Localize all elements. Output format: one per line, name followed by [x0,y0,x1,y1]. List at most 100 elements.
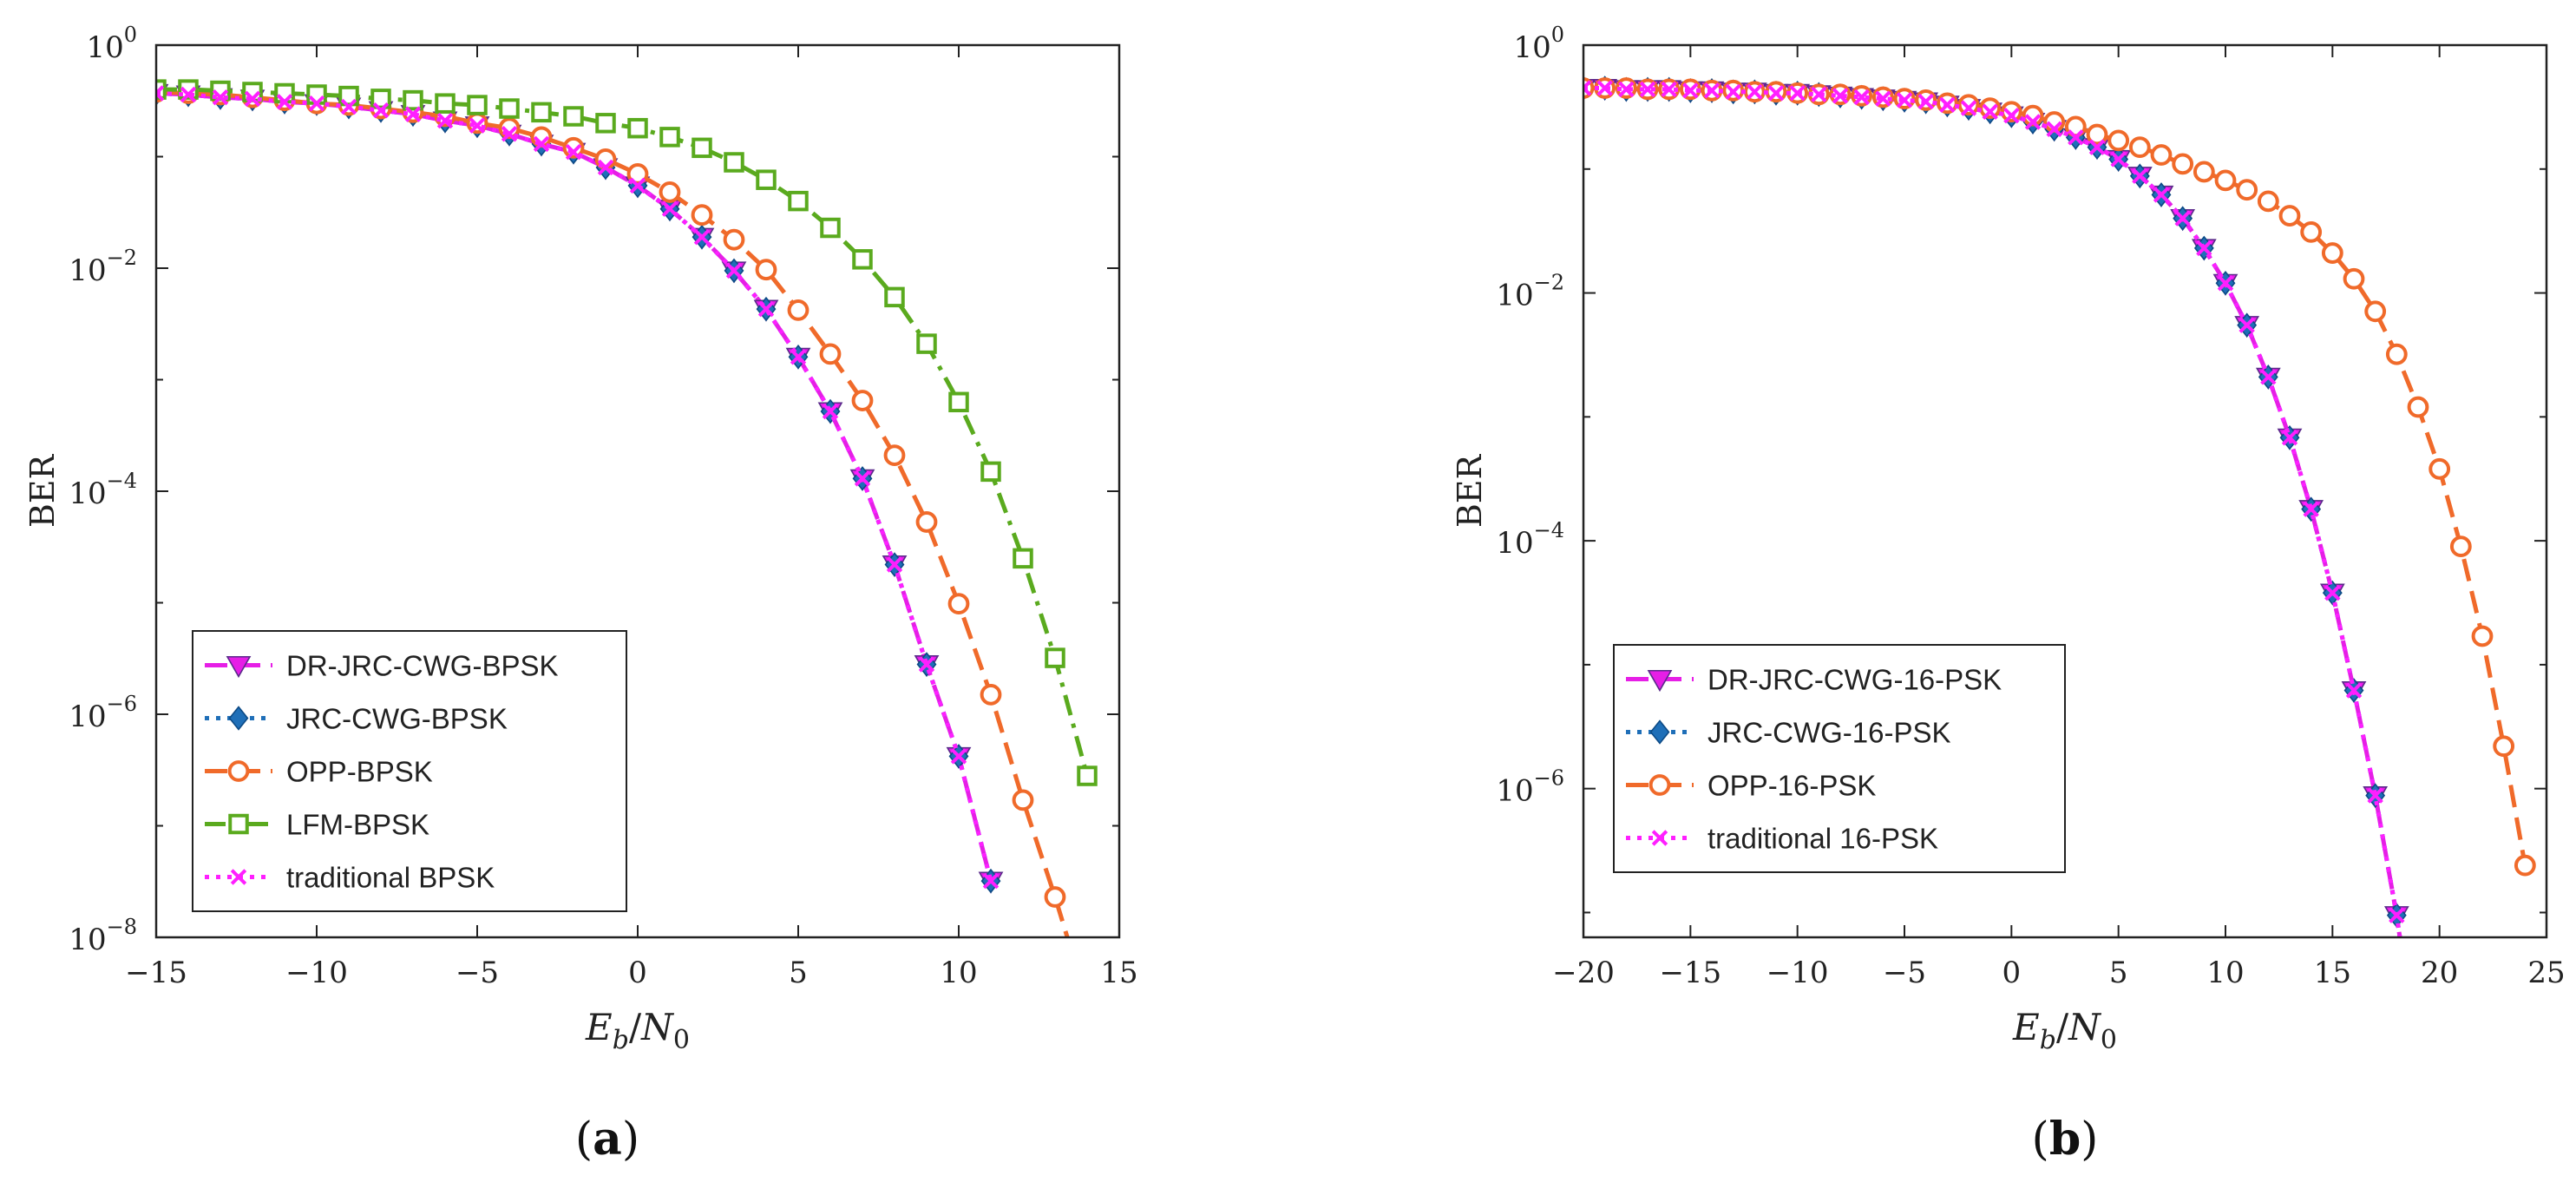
data-point [2196,240,2212,257]
legend-item: JRC-CWG-16-PSK [1626,717,1951,749]
data-point [756,169,777,190]
x-tick-label: 15 [1100,956,1137,990]
chart-panel-a: −15 −10 −5 0 5 10 15 100 10−2 10−4 10−6 10−8 BER Eb/N… [23,23,1138,1166]
chart-panel-b: −20 −15 −10 −5 0 5 10 15 20 25 100 10−2 10−4 10−6 BER E… [1451,23,2566,1166]
data-point [822,403,839,420]
data-point [2172,153,2194,175]
data-point [2024,114,2042,130]
data-point [918,656,935,673]
data-point [693,228,711,246]
data-point [276,94,293,110]
legend-label: OPP-BPSK [286,756,433,788]
x-tick-label: 20 [2421,956,2458,990]
y-tick-label: 10−6 [1496,766,1564,809]
data-point [2407,396,2429,418]
data-point [2409,1053,2428,1075]
legend-box [1613,644,2066,873]
data-point [435,93,456,114]
data-point [1747,83,1763,101]
data-point [659,127,680,148]
data-point [1044,886,1066,908]
legend-marker [1649,719,1670,745]
legend-item: traditional BPSK [205,862,495,894]
data-point [1979,97,2002,120]
legend-marker [228,813,249,835]
series-traditional-16-psk [1583,80,2405,937]
data-point [980,461,1001,483]
data-point [947,593,970,615]
data-point [2088,139,2106,155]
data-point [469,117,486,134]
legend-item: DR-JRC-CWG-16-PSK [1626,664,2002,696]
series-line [156,89,1070,937]
data-point [1682,82,1699,99]
data-point [565,143,582,161]
data-point [531,102,552,123]
legend-item: OPP-16-PSK [1626,770,1876,802]
data-point [661,200,678,217]
y-tick-label: 10−4 [1496,518,1564,561]
data-point [2174,210,2191,227]
series-line [1583,86,2402,937]
x-tick-label: 15 [2314,956,2351,990]
panel-caption: (a) [575,1113,639,1166]
data-point [2068,129,2084,146]
data-point [755,259,777,281]
data-point [819,343,842,365]
data-point [404,106,422,122]
data-point [156,85,165,102]
legend-item: traditional 16-PSK [1626,823,1938,855]
data-point [1703,82,1721,99]
x-tick-label: −10 [1766,956,1829,990]
legend-marker [1651,830,1668,846]
data-point [950,748,967,765]
data-point [915,511,938,533]
data-point [1045,647,1065,668]
data-point [787,299,810,321]
x-tick-label: 0 [628,956,647,990]
data-point [1917,93,1934,110]
y-tick-label: 10−2 [69,246,137,288]
x-tick-label: −5 [1883,956,1926,990]
data-point [2214,169,2237,192]
data-point [2238,317,2255,333]
legend-label: JRC-CWG-BPSK [286,703,508,735]
legend-item: DR-JRC-CWG-BPSK [205,650,558,682]
data-point [2278,205,2301,227]
data-point [757,300,775,318]
legend-marker [226,655,252,679]
data-point [2385,343,2408,365]
data-point [1078,994,1097,1012]
data-point [1939,96,1956,113]
data-point [854,470,871,487]
data-point [1583,80,1592,96]
x-tick-label: −15 [125,956,187,990]
y-tick-label: 10−6 [69,692,137,734]
data-point [2260,369,2277,385]
x-tick-label: −10 [285,956,348,990]
data-point [2046,121,2062,137]
x-tick-label: 10 [940,956,977,990]
legend-item: OPP-BPSK [205,756,433,788]
data-point [1875,90,1891,107]
legend-label: traditional BPSK [286,862,495,894]
data-point [2514,854,2536,877]
data-point [659,181,681,203]
data-point [1639,81,1656,98]
legend-marker [230,869,247,885]
y-tick-label: 10−8 [69,915,137,957]
data-point [1811,86,1827,103]
y-tick-label: 10−2 [1496,271,1564,313]
series-line [1583,86,2402,937]
legend: DR-JRC-CWG-16-PSK JRC-CWG-16-PSK OPP-16-PS… [1613,644,2066,873]
data-point [2345,682,2363,699]
data-point [2000,101,2022,123]
x-axis-label: Eb/N0 [2012,1006,2117,1055]
data-point [2300,221,2323,243]
data-point [982,872,1000,890]
legend-marker [1649,774,1671,796]
data-point [1960,100,1977,116]
data-point [2364,300,2387,323]
data-point [2086,123,2108,146]
